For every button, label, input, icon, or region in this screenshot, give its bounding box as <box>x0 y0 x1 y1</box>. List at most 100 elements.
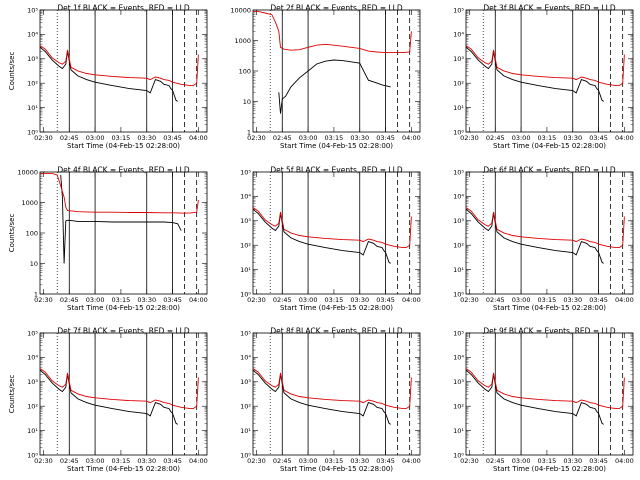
x-tick-label: 02:45 <box>60 296 79 304</box>
x-tick-label: 02:45 <box>486 457 505 465</box>
x-tick-label: 03:00 <box>299 296 318 304</box>
x-tick-label: 04:00 <box>402 457 421 465</box>
chart-title: Det 5f BLACK = Events, RED = LLD <box>270 166 403 175</box>
y-tick-label: 10⁴ <box>453 31 464 39</box>
x-tick-label: 03:45 <box>376 296 395 304</box>
x-tick-label: 03:45 <box>163 457 182 465</box>
x-tick-label: 03:30 <box>137 457 156 465</box>
x-tick-label: 02:45 <box>273 457 292 465</box>
x-tick-label: 02:45 <box>486 296 505 304</box>
y-tick-label: 10 <box>30 260 38 268</box>
x-tick-label: 03:00 <box>512 457 531 465</box>
y-tick-label: 10⁴ <box>453 354 464 362</box>
y-tick-label: 10⁵ <box>453 329 464 337</box>
y-tick-label: 10² <box>27 80 38 88</box>
series-line-lld <box>39 45 199 87</box>
x-axis-label: Start Time (04-Feb-15 02:28:00) <box>280 142 393 150</box>
x-tick-label: 02:30 <box>247 296 266 304</box>
x-axis-label: Start Time (04-Feb-15 02:28:00) <box>280 465 393 473</box>
series-line-events <box>465 46 604 102</box>
y-tick-label: 10¹ <box>27 427 38 435</box>
x-tick-label: 03:30 <box>563 134 582 142</box>
x-tick-label: 03:15 <box>112 296 131 304</box>
x-tick-label: 04:00 <box>189 134 208 142</box>
x-tick-label: 02:45 <box>273 296 292 304</box>
x-tick-label: 03:30 <box>350 134 369 142</box>
y-tick-label: 10⁵ <box>240 168 251 176</box>
y-tick-label: 10³ <box>27 378 38 386</box>
x-tick-label: 02:30 <box>34 296 53 304</box>
y-tick-label: 100 <box>239 67 251 75</box>
y-tick-label: 10⁵ <box>453 168 464 176</box>
x-axis-label: Start Time (04-Feb-15 02:28:00) <box>280 304 393 312</box>
series-line-events <box>39 46 178 102</box>
x-tick-label: 03:30 <box>350 457 369 465</box>
series-line-events <box>465 208 604 264</box>
chart-title: Det 2f BLACK = Events, RED = LLD <box>270 4 403 13</box>
panel-3: 10⁰ 10¹ 10² 10³ 10⁴ 10⁵ 02:30 02:45 03:00 03:15 03… <box>453 4 634 151</box>
y-tick-label: 10⁰ <box>240 290 251 298</box>
y-tick-label: 1 <box>34 290 38 298</box>
plot-frame <box>465 171 634 295</box>
y-tick-label: 10⁰ <box>453 451 464 459</box>
x-tick-label: 02:30 <box>34 134 53 142</box>
series-line-events <box>252 208 391 264</box>
series-line-lld <box>253 10 412 54</box>
y-tick-label: 10³ <box>453 217 464 225</box>
y-tick-label: 10⁰ <box>453 290 464 298</box>
x-tick-label: 03:00 <box>86 457 105 465</box>
x-tick-label: 02:30 <box>247 134 266 142</box>
series-line-lld <box>252 368 412 410</box>
series-line-lld <box>39 368 199 410</box>
y-tick-label: 100 <box>26 229 38 237</box>
plot-frame <box>465 332 634 456</box>
x-tick-label: 03:30 <box>137 134 156 142</box>
y-tick-label: 10¹ <box>453 266 464 274</box>
series-line-lld <box>465 368 625 410</box>
x-tick-label: 03:30 <box>350 296 369 304</box>
plot-frame <box>39 9 208 133</box>
x-tick-label: 04:00 <box>615 134 634 142</box>
x-tick-label: 03:00 <box>299 134 318 142</box>
x-tick-label: 03:30 <box>563 457 582 465</box>
y-axis-label: Counts/sec <box>8 52 16 91</box>
panel-7: 10⁰ 10¹ 10² 10³ 10⁴ 10⁵ 02:30 02:45 03:00 03:15 03… <box>8 327 208 474</box>
y-tick-label: 10⁴ <box>27 31 38 39</box>
panel-9: 10⁰ 10¹ 10² 10³ 10⁴ 10⁵ 02:30 02:45 03:00 03:15 03… <box>453 327 634 474</box>
chart-title: Det 7f BLACK = Events, RED = LLD <box>57 327 190 336</box>
series-line-lld <box>465 207 625 249</box>
x-tick-label: 04:00 <box>615 457 634 465</box>
y-tick-label: 10⁴ <box>453 193 464 201</box>
x-tick-label: 03:15 <box>325 457 344 465</box>
x-axis-label: Start Time (04-Feb-15 02:28:00) <box>493 142 606 150</box>
y-tick-label: 10¹ <box>27 104 38 112</box>
x-tick-label: 02:45 <box>273 134 292 142</box>
x-tick-label: 03:45 <box>376 457 395 465</box>
panel-2: 1 10 100 1000 10000 02:30 02:45 03:00 03:15 03:30… <box>230 4 420 151</box>
x-tick-label: 03:15 <box>538 134 557 142</box>
y-tick-label: 10² <box>453 80 464 88</box>
y-tick-label: 10² <box>240 403 251 411</box>
panel-8: 10⁰ 10¹ 10² 10³ 10⁴ 10⁵ 02:30 02:45 03:00 03:15 03… <box>240 327 421 474</box>
y-tick-label: 1000 <box>234 37 251 45</box>
chart-title: Det 6f BLACK = Events, RED = LLD <box>483 166 616 175</box>
chart-title: Det 3f BLACK = Events, RED = LLD <box>483 4 616 13</box>
panel-6: 10⁰ 10¹ 10² 10³ 10⁴ 10⁵ 02:30 02:45 03:00 03:15 03… <box>453 166 634 313</box>
plot-frame <box>465 9 634 133</box>
y-tick-label: 10000 <box>230 6 251 14</box>
y-tick-label: 1 <box>247 128 251 136</box>
y-tick-label: 1000 <box>21 199 38 207</box>
x-axis-label: Start Time (04-Feb-15 02:28:00) <box>67 465 180 473</box>
plot-frame <box>252 332 421 456</box>
x-tick-label: 03:00 <box>86 296 105 304</box>
x-tick-label: 03:15 <box>538 457 557 465</box>
y-tick-label: 10² <box>240 242 251 250</box>
y-tick-label: 10⁴ <box>240 354 251 362</box>
y-tick-label: 10⁰ <box>27 451 38 459</box>
series-line-lld <box>252 207 412 249</box>
x-tick-label: 03:45 <box>589 296 608 304</box>
y-tick-label: 10⁴ <box>240 193 251 201</box>
y-tick-label: 10⁴ <box>27 354 38 362</box>
